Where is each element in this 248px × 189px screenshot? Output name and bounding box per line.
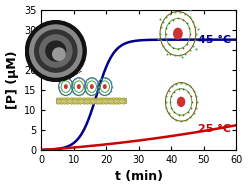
Y-axis label: [P] (μM): [P] (μM)	[5, 50, 19, 109]
Circle shape	[53, 48, 65, 60]
Text: 25 °C: 25 °C	[198, 124, 231, 134]
X-axis label: t (min): t (min)	[115, 170, 163, 184]
FancyBboxPatch shape	[56, 98, 126, 103]
Circle shape	[173, 28, 183, 40]
Circle shape	[40, 35, 72, 67]
Circle shape	[90, 84, 94, 89]
Text: 45 °C: 45 °C	[198, 35, 231, 45]
Circle shape	[177, 97, 185, 107]
Circle shape	[46, 41, 66, 61]
Circle shape	[103, 84, 107, 89]
Circle shape	[25, 21, 86, 81]
Circle shape	[64, 84, 68, 89]
Circle shape	[30, 25, 82, 77]
Circle shape	[77, 84, 81, 89]
Circle shape	[35, 30, 77, 72]
